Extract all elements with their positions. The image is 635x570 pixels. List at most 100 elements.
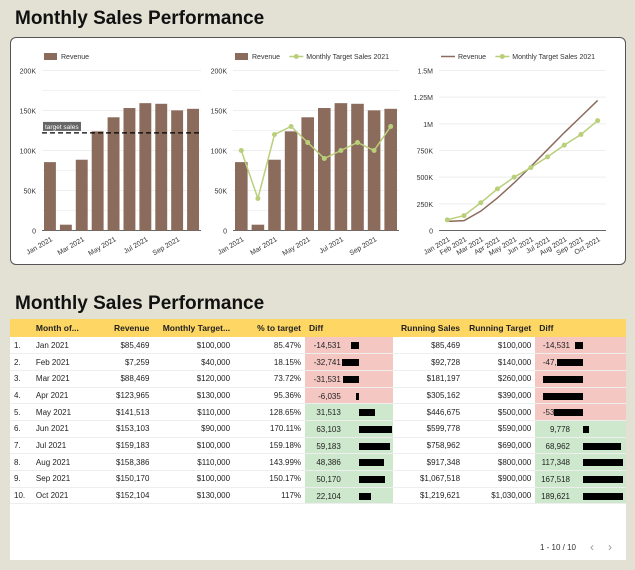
target-point [238,148,244,153]
target-point [494,186,500,192]
diff-bar [355,392,359,400]
row-number: 2. [10,353,32,371]
column-header[interactable]: Running Target [464,319,536,337]
target-point [561,142,567,148]
diff-bar [359,425,393,433]
column-header[interactable]: Diff [305,319,393,337]
column-header[interactable]: % to target [234,319,306,337]
diff-bar [583,476,624,483]
diff-value: 22,104 [316,491,341,501]
row-number: 5. [10,403,32,421]
row-number: 6. [10,420,32,438]
table-cell: $158,386 [89,453,154,471]
table-cell: $110,000 [153,403,235,421]
revenue-bar [351,103,364,231]
target-point [255,196,261,201]
diff-cell: -6,035 [305,387,393,405]
diff-bar [543,375,584,383]
table-cell: $1,219,621 [392,487,465,505]
diff-value: 167,518 [541,475,570,484]
table-cell: $100,000 [153,470,235,488]
target-point [545,154,551,160]
revenue-bar [91,131,104,231]
row-number: 4. [10,387,32,405]
legend-marker-target [293,54,299,59]
target-line [240,125,392,202]
revenue-bar [123,108,136,231]
pagination: 1 - 10 / 10 ‹ › [540,540,612,554]
table-cell: $130,000 [153,387,235,405]
diff-bar [359,409,376,417]
table-cell: $500,000 [464,403,536,421]
table-cell: 159.18% [234,437,306,455]
column-header[interactable]: Monthly Target... [153,319,235,337]
table-cell: Jul 2021 [31,437,90,455]
table-cell: 95.36% [234,387,306,405]
revenue-bar [268,159,281,231]
table-cell: Oct 2021 [31,487,90,505]
row-number: 3. [10,370,32,388]
table-cell: $181,197 [392,370,465,388]
row-number: 1. [10,337,32,355]
table-cell: $1,030,000 [464,487,536,505]
table-cell: 117% [234,487,306,505]
column-header[interactable]: Month of... [31,319,90,337]
table-cell: $152,104 [89,487,154,505]
target-point [321,156,327,161]
column-header[interactable]: Revenue [89,319,154,337]
diff-value: -47,272 [543,358,570,367]
x-tick-label: Jan 2021 [217,236,246,257]
target-point [272,132,277,137]
y-tick-label: 250K [417,202,434,209]
table-cell: $153,103 [89,420,154,438]
target-point [338,148,344,153]
y-tick-label: 1M [423,122,433,129]
prev-page-button[interactable]: ‹ [590,540,594,554]
diff-value: -14,531 [313,341,341,350]
diff-value: 63,103 [316,424,341,434]
target-point [288,124,294,129]
diff-cell: 63,103 [305,420,393,438]
x-tick-label: Sep 2021 [152,236,182,257]
table-cell: $758,962 [392,437,465,455]
diff-cell: 22,104 [305,487,393,505]
diff-bar [359,442,390,450]
x-tick-label: Mar 2021 [57,236,86,257]
diff-cell: -14,531 [535,337,626,355]
table-cell: $140,000 [464,353,536,371]
column-header[interactable]: Running Sales [392,319,465,337]
diff-cell: -78,803 [535,370,626,388]
diff-cell: -84,838 [535,387,626,405]
y-tick-label: 0 [223,229,227,236]
diff-cell: 68,962 [535,437,626,455]
next-page-button[interactable]: › [608,540,612,554]
y-tick-label: 100K [211,149,228,156]
table-cell: $917,348 [392,453,465,471]
table-cell: $123,965 [89,387,154,405]
revenue-bar [318,108,331,231]
y-tick-label: 50K [215,189,228,196]
diff-value: 189,621 [541,491,570,501]
column-header[interactable] [10,319,32,337]
table-cell: 170.11% [234,420,306,438]
x-tick-label: Jan 2021 [25,236,54,257]
diff-bar [341,359,359,367]
x-tick-label: May 2021 [282,236,312,257]
revenue-line [447,99,599,223]
diff-value: 48,386 [316,458,341,468]
target-line [447,120,599,221]
table-cell: $150,170 [89,470,154,488]
table-cell: $690,000 [464,437,536,455]
table-row: 9. Sep 2021 $150,170 $100,000 150.17% 50,170 $… [10,470,626,488]
diff-bar [583,459,624,467]
y-tick-label: 50K [24,189,37,196]
diff-cell: 167,518 [535,470,626,488]
table-cell: $88,469 [89,370,154,388]
y-tick-label: 150K [211,109,228,116]
table-cell: $110,000 [153,453,235,471]
target-point [578,132,584,137]
row-number: 8. [10,453,32,471]
target-point [511,174,517,180]
revenue-bar [235,162,248,231]
column-header[interactable]: Diff [535,319,626,337]
